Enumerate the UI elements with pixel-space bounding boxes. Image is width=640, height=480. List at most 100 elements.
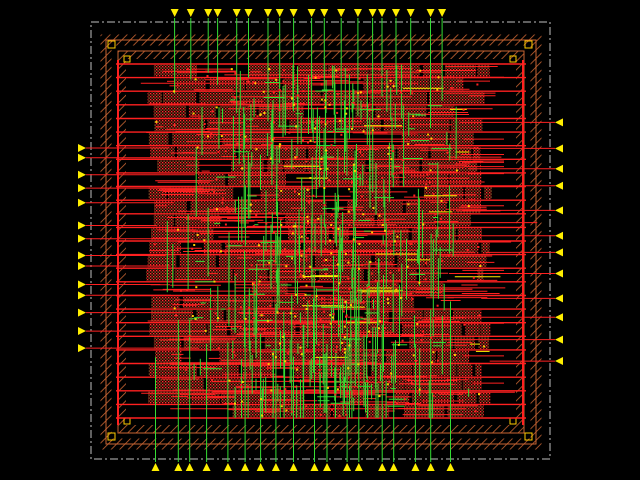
via — [411, 298, 414, 300]
via — [331, 408, 333, 411]
standard-cell — [371, 296, 415, 309]
standard-cell — [264, 337, 308, 349]
standard-cell — [282, 405, 331, 417]
metal2-routing — [155, 18, 470, 462]
standard-cell — [267, 323, 296, 336]
via — [211, 110, 214, 113]
via — [377, 115, 380, 118]
io-pin — [213, 9, 222, 17]
via — [430, 336, 433, 339]
via — [330, 144, 333, 147]
via — [296, 368, 299, 371]
standard-cell — [219, 255, 278, 268]
via — [348, 188, 351, 191]
io-pin — [426, 463, 435, 471]
die-boundary — [90, 21, 551, 460]
standard-cell — [304, 242, 335, 254]
via — [314, 76, 317, 79]
io-pin — [78, 170, 86, 179]
via — [447, 254, 450, 257]
io-pin — [307, 9, 316, 17]
standard-cell — [183, 296, 212, 309]
via — [185, 368, 188, 371]
via — [285, 409, 288, 412]
via — [378, 320, 381, 323]
via — [347, 261, 350, 264]
via — [453, 354, 456, 356]
via — [384, 327, 387, 330]
via — [312, 194, 315, 197]
via — [194, 318, 197, 321]
via — [255, 214, 258, 217]
via — [244, 135, 247, 138]
standard-cell — [356, 187, 391, 200]
standard-cell — [383, 78, 430, 91]
via — [302, 297, 305, 300]
via — [409, 243, 412, 246]
standard-cell — [175, 214, 220, 227]
io-pin — [555, 206, 563, 215]
via — [330, 360, 333, 363]
via — [381, 176, 384, 179]
standard-cell — [394, 242, 439, 254]
standard-cell — [153, 337, 182, 349]
via — [276, 311, 279, 314]
standard-cell — [347, 282, 378, 295]
via — [325, 149, 328, 152]
standard-cell — [447, 405, 484, 417]
via — [297, 94, 299, 97]
standard-cell — [332, 405, 349, 417]
via — [247, 80, 250, 83]
via — [410, 292, 413, 295]
standard-cell — [478, 337, 490, 349]
standard-cell — [457, 364, 473, 377]
via — [413, 194, 416, 197]
via — [351, 181, 353, 184]
io-pin — [151, 463, 160, 471]
io-pin — [78, 143, 86, 152]
via — [416, 380, 419, 383]
via — [335, 69, 338, 72]
via — [204, 329, 207, 332]
via — [420, 339, 423, 342]
via — [478, 314, 481, 317]
via — [195, 286, 198, 289]
via — [300, 353, 303, 356]
standard-cell — [156, 378, 204, 390]
via — [253, 281, 256, 284]
io-pin — [426, 9, 435, 17]
via — [362, 213, 365, 216]
io-pin — [202, 463, 211, 471]
via — [194, 78, 197, 81]
via — [280, 405, 283, 408]
standard-cell — [484, 187, 492, 200]
via — [321, 297, 324, 300]
via — [278, 89, 281, 91]
standard-cell — [385, 228, 409, 240]
io-pin — [555, 357, 563, 366]
standard-cell — [288, 228, 307, 240]
via — [361, 195, 363, 198]
via — [415, 359, 417, 362]
via — [295, 294, 298, 296]
via — [248, 306, 251, 309]
standard-cell — [151, 310, 194, 322]
via — [272, 353, 274, 356]
via — [397, 343, 400, 346]
via — [419, 69, 422, 72]
via — [279, 342, 281, 345]
via — [405, 403, 408, 406]
standard-cell — [394, 391, 410, 404]
via — [422, 223, 425, 226]
standard-cell — [369, 92, 428, 104]
standard-cell — [146, 269, 174, 281]
standard-cell — [174, 78, 206, 91]
via — [466, 249, 469, 252]
standard-cell — [154, 201, 187, 213]
via — [224, 223, 227, 226]
standard-cell — [261, 119, 287, 132]
standard-cell — [405, 201, 447, 213]
via — [336, 388, 339, 391]
via — [258, 283, 260, 286]
via — [234, 72, 237, 75]
